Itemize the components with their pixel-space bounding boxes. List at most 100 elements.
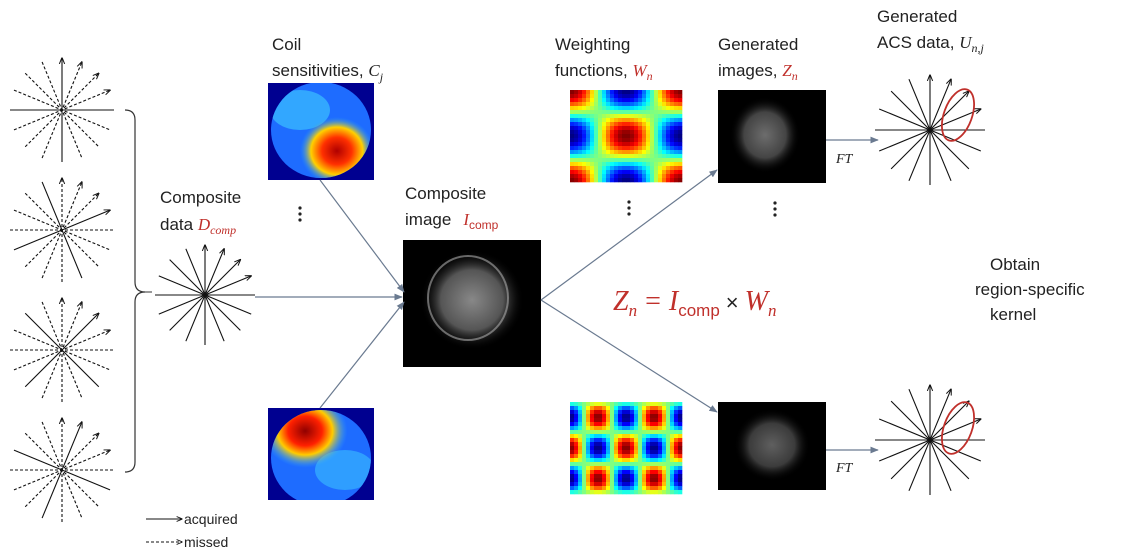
weight-cell (650, 126, 654, 130)
weight-cell (666, 154, 670, 158)
weight-cell (678, 406, 682, 410)
weight-cell (678, 170, 682, 174)
weight-cell (626, 90, 630, 94)
weight-cell (610, 142, 614, 146)
weight-cell (606, 122, 610, 126)
weight-cell (578, 422, 582, 426)
weight-cell (590, 418, 594, 422)
weight-cell (662, 418, 666, 422)
weight-cell (614, 470, 618, 474)
weight-cell (586, 90, 590, 94)
weight-cell (574, 486, 578, 490)
weight-cell (650, 450, 654, 454)
weight-cell (662, 170, 666, 174)
weight-cell (666, 122, 670, 126)
weight-cell (594, 118, 598, 122)
weight-cell (642, 126, 646, 130)
weight-cell (654, 446, 658, 450)
weight-cell (674, 418, 678, 422)
weight-cell (642, 106, 646, 110)
weight-cell (582, 162, 586, 166)
weight-cell (634, 490, 638, 494)
weight-cell (586, 146, 590, 150)
weight-cell (582, 146, 586, 150)
weight-cell (586, 106, 590, 110)
weight-cell (590, 138, 594, 142)
weight-cell (654, 166, 658, 170)
weight-cell (634, 466, 638, 470)
weight-cell (662, 442, 666, 446)
weight-cell (638, 154, 642, 158)
weight-cell (630, 402, 634, 406)
weight-cell (618, 134, 622, 138)
weight-cell (594, 166, 598, 170)
weight-cell (614, 450, 618, 454)
weight-cell (590, 462, 594, 466)
weight-cell (614, 478, 618, 482)
weight-cell (626, 102, 630, 106)
weight-cell (594, 130, 598, 134)
weight-cell (630, 170, 634, 174)
weight-cell (574, 410, 578, 414)
weight-cell (578, 90, 582, 94)
weight-cell (602, 490, 606, 494)
weight-cell (582, 122, 586, 126)
vertical-ellipsis (298, 200, 776, 221)
weight-cell (618, 122, 622, 126)
weight-cell (622, 122, 626, 126)
weight-cell (574, 106, 578, 110)
weight-cell (674, 154, 678, 158)
weight-cell (606, 486, 610, 490)
weight-cell (670, 462, 674, 466)
weight-cell (654, 90, 658, 94)
weight-cell (622, 90, 626, 94)
weight-cell (626, 126, 630, 130)
weight-cell (658, 126, 662, 130)
label: data (160, 215, 194, 234)
weight-cell (650, 110, 654, 114)
weight-cell (678, 426, 682, 430)
weight-cell (662, 454, 666, 458)
weight-cell (606, 474, 610, 478)
weight-cell (594, 134, 598, 138)
weight-cell (670, 106, 674, 110)
weight-cell (630, 158, 634, 162)
equation: Zn=Icomp×Wn (613, 286, 776, 320)
weight-cell (622, 454, 626, 458)
weight-cell (586, 438, 590, 442)
weight-cell (658, 122, 662, 126)
weight-cell (634, 454, 638, 458)
subscript: comp (210, 223, 236, 237)
weight-cell (638, 118, 642, 122)
weight-cell (586, 98, 590, 102)
subscript: n (629, 301, 638, 320)
weight-cell (654, 410, 658, 414)
weight-cell (642, 434, 646, 438)
weight-cell (654, 94, 658, 98)
weight-cell (642, 118, 646, 122)
weight-cell (578, 450, 582, 454)
weight-cell (634, 146, 638, 150)
weight-cell (642, 134, 646, 138)
weight-cell (618, 130, 622, 134)
weight-cell (614, 122, 618, 126)
weight-cell (574, 110, 578, 114)
weight-cell (578, 438, 582, 442)
weight-cell (570, 170, 574, 174)
weight-cell (570, 150, 574, 154)
weight-cell (594, 454, 598, 458)
weight-cell (670, 142, 674, 146)
weight-cell (574, 490, 578, 494)
weight-cell (642, 426, 646, 430)
weight-cell (674, 138, 678, 142)
weight-cell (614, 414, 618, 418)
weight-cell (642, 170, 646, 174)
weight-cell (626, 174, 630, 178)
weight-cell (634, 170, 638, 174)
weight-cell (618, 486, 622, 490)
weight-cell (618, 94, 622, 98)
weight-cell (578, 134, 582, 138)
weight-cell (578, 166, 582, 170)
weight-cell (670, 490, 674, 494)
weight-cell (634, 410, 638, 414)
